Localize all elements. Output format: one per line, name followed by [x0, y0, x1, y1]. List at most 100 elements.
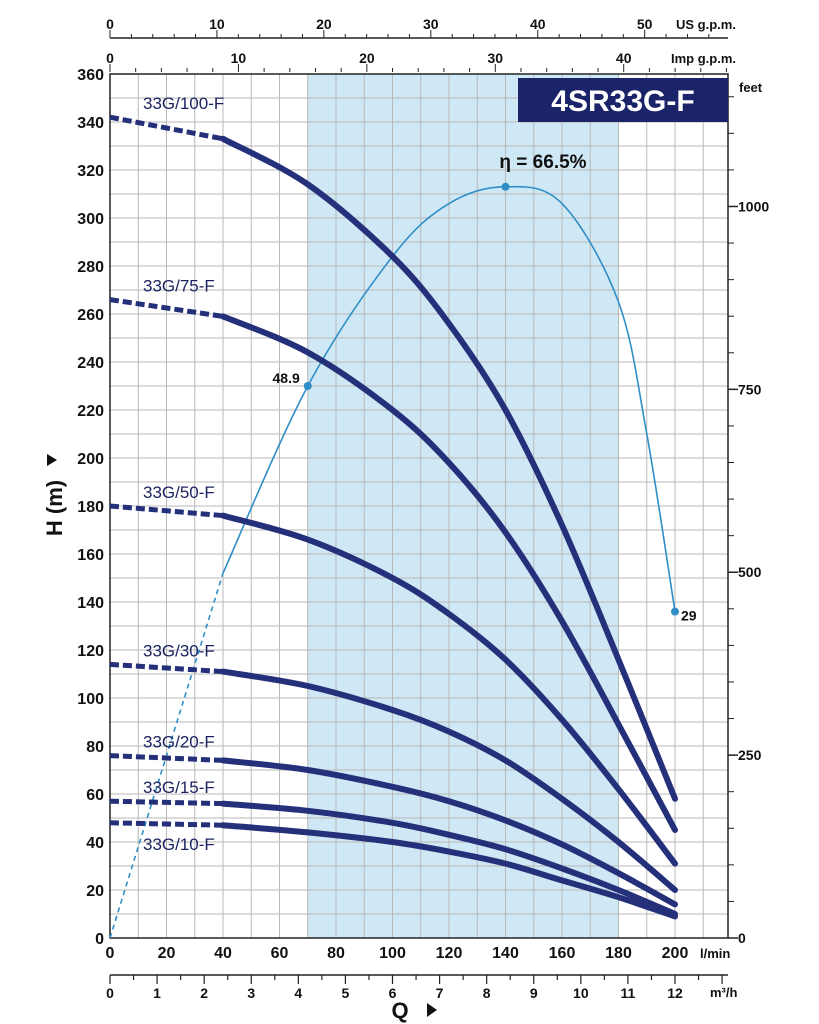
series-label: 33G/20-F: [143, 733, 215, 752]
feet-tick-label: 750: [738, 381, 762, 397]
head-curve: [220, 822, 678, 920]
y-tick-label: 320: [77, 163, 104, 180]
x-axis-title: Q: [391, 998, 408, 1023]
y-tick-label: 220: [77, 403, 104, 420]
series-label: 33G/75-F: [143, 277, 215, 296]
us-gpm-tick-label: 30: [423, 16, 439, 32]
imp-gpm-tick-label: 20: [359, 50, 375, 66]
series-label: 33G/10-F: [143, 835, 215, 854]
m3h-tick-label: 12: [667, 985, 683, 1001]
y-axis-title: H (m): [42, 480, 67, 536]
chart-title: 4SR33G-F: [551, 85, 694, 118]
efficiency-point: [501, 182, 510, 191]
head-curve: [220, 512, 678, 867]
head-curve: [220, 313, 678, 833]
y-tick-label: 300: [77, 211, 104, 228]
m3h-tick-label: 0: [106, 985, 114, 1001]
efficiency-point-label: 48.9: [273, 370, 300, 386]
imp-gpm-tick-label: 0: [106, 50, 114, 66]
us-gpm-tick-label: 50: [637, 16, 653, 32]
feet-axis: 0 250 500 750 1000: [728, 96, 769, 946]
unit-feet: feet: [739, 80, 763, 95]
y-tick-label: 20: [86, 883, 104, 900]
series-label: 33G/100-F: [143, 94, 224, 113]
unit-m3h: m³/h: [710, 985, 738, 1000]
unit-us-gpm: US g.p.m.: [676, 17, 736, 32]
x-tick-label: 120: [436, 945, 463, 962]
unit-lmin: l/min: [700, 946, 730, 961]
grid: [109, 73, 729, 939]
y-tick-label: 280: [77, 259, 104, 276]
m3h-tick-label: 6: [389, 985, 397, 1001]
head-curve-dashed: [109, 503, 224, 519]
series-label: 33G/15-F: [143, 778, 215, 797]
y-tick-label: 120: [77, 643, 104, 660]
feet-tick-label: 250: [738, 747, 762, 763]
series-labels: 33G/100-F 33G/75-F 33G/50-F 33G/30-F 33G/20-…: [143, 94, 224, 854]
head-curve: [220, 135, 678, 802]
feet-tick-label: 1000: [738, 198, 769, 214]
y-tick-label: 340: [77, 115, 104, 132]
x-tick-label: 160: [549, 945, 576, 962]
x-tick-label: 80: [327, 945, 345, 962]
m3h-tick-label: 10: [573, 985, 589, 1001]
us-gpm-tick-label: 10: [209, 16, 225, 32]
y-tick-label: 80: [86, 739, 104, 756]
head-curve: [220, 668, 678, 893]
y-tick-label: 60: [86, 787, 104, 804]
m3h-tick-label: 1: [153, 985, 161, 1001]
head-curve-dashed: [109, 297, 224, 319]
feet-tick-label: 500: [738, 564, 762, 580]
top-axes: 0 10 20 30 40 50 0 10 20 30 40: [106, 16, 728, 72]
x-tick-label: 0: [106, 945, 115, 962]
head-curve-dashed: [109, 661, 224, 675]
us-gpm-tick-label: 0: [106, 16, 114, 32]
m3h-tick-label: 9: [530, 985, 538, 1001]
head-curve-dashed: [109, 114, 224, 142]
y-tick-label: 260: [77, 307, 104, 324]
x-tick-label: 100: [379, 945, 406, 962]
head-curve-dashed: [109, 820, 224, 828]
imp-gpm-tick-label: 40: [616, 50, 632, 66]
x-tick-label: 20: [158, 945, 176, 962]
x-tick-label: 180: [605, 945, 632, 962]
y-tick-label: 100: [77, 691, 104, 708]
head-curve: [220, 800, 678, 917]
y-axis-arrow-icon: [47, 454, 57, 466]
head-curve-dashed: [109, 798, 224, 807]
feet-tick-label: 0: [738, 930, 746, 946]
efficiency-point: [671, 607, 679, 616]
y-tick-label: 160: [77, 547, 104, 564]
us-gpm-tick-label: 20: [316, 16, 332, 32]
m3h-tick-label: 4: [294, 985, 302, 1001]
m3h-tick-label: 8: [483, 985, 491, 1001]
series-label: 33G/50-F: [143, 483, 215, 502]
y-axis: 0 20 40 60 80 100 120 140 160 180 200 220 240 260 280 3…: [77, 67, 104, 948]
x-axis-arrow-icon: [427, 1003, 437, 1017]
m3h-tick-label: 5: [342, 985, 350, 1001]
unit-imp-gpm: Imp g.p.m.: [671, 51, 736, 66]
imp-gpm-tick-label: 30: [487, 50, 503, 66]
series-label: 33G/30-F: [143, 641, 215, 660]
m3h-tick-label: 11: [621, 985, 636, 1001]
x-tick-label: 40: [214, 945, 232, 962]
y-tick-label: 240: [77, 355, 104, 372]
m3h-tick-label: 2: [200, 985, 208, 1001]
y-tick-label: 180: [77, 499, 104, 516]
head-curve: [220, 757, 678, 908]
m3h-tick-label: 3: [247, 985, 255, 1001]
x-tick-label: 200: [662, 945, 689, 962]
us-gpm-tick-label: 40: [530, 16, 546, 32]
x-tick-label: 140: [492, 945, 519, 962]
y-tick-label: 200: [77, 451, 104, 468]
m3h-tick-label: 7: [436, 985, 444, 1001]
efficiency-point-label: 29: [681, 608, 697, 624]
head-curves-layer: [109, 114, 678, 920]
y-tick-label: 40: [86, 835, 104, 852]
head-curve-dashed: [109, 753, 224, 763]
title-box: [518, 78, 728, 122]
imp-gpm-tick-label: 10: [231, 50, 247, 66]
x-tick-label: 60: [271, 945, 289, 962]
efficiency-point: [303, 382, 312, 390]
